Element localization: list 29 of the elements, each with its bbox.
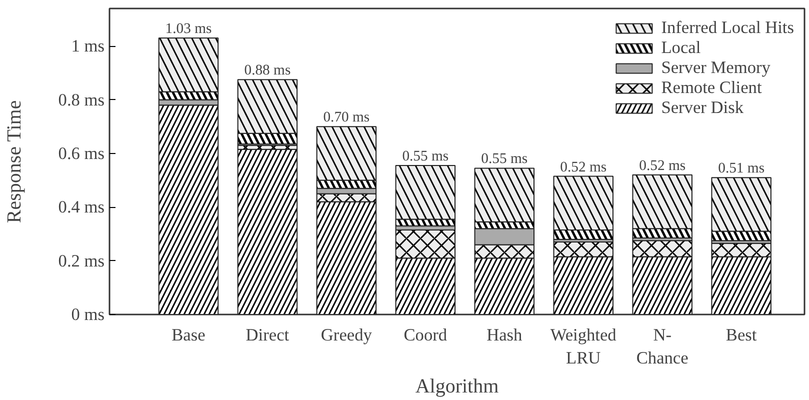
y-tick-label: 0 ms [71, 305, 105, 324]
total-label: 0.52 ms [639, 158, 686, 174]
legend-label: Remote Client [661, 78, 762, 98]
y-axis-title: Response Time [3, 100, 26, 224]
total-label: 0.70 ms [323, 110, 370, 126]
x-tick-label: Best [726, 326, 757, 344]
x-tick-label: Hash [486, 326, 523, 344]
legend-label: Server Memory [661, 58, 770, 78]
total-label: 0.55 ms [481, 151, 528, 168]
x-tick-label: Base [172, 326, 206, 344]
x-axis-title: Algorithm [415, 375, 500, 398]
total-label: 0.52 ms [560, 159, 607, 176]
x-tick-label: Weighted LRU [550, 326, 617, 368]
total-label: 1.03 ms [165, 21, 212, 38]
legend-label: Server Disk [661, 98, 744, 118]
legend-label: Inferred Local Hits [661, 18, 794, 38]
x-tick-label: N- Chance [636, 326, 689, 368]
x-tick-label: Coord [404, 326, 448, 344]
total-label: 0.55 ms [402, 148, 449, 165]
total-label: 0.51 ms [718, 160, 765, 177]
x-tick-label: Direct [246, 326, 290, 344]
x-tick-label: Greedy [320, 326, 372, 344]
y-tick-label: 0.2 ms [58, 251, 105, 270]
legend-label: Local [661, 38, 701, 58]
y-tick-label: 0.4 ms [58, 198, 105, 217]
total-label: 0.88 ms [244, 62, 291, 79]
y-tick-label: 1 ms [71, 36, 105, 56]
y-tick-label: 0.8 ms [58, 90, 105, 110]
y-tick-label: 0.6 ms [58, 144, 105, 163]
